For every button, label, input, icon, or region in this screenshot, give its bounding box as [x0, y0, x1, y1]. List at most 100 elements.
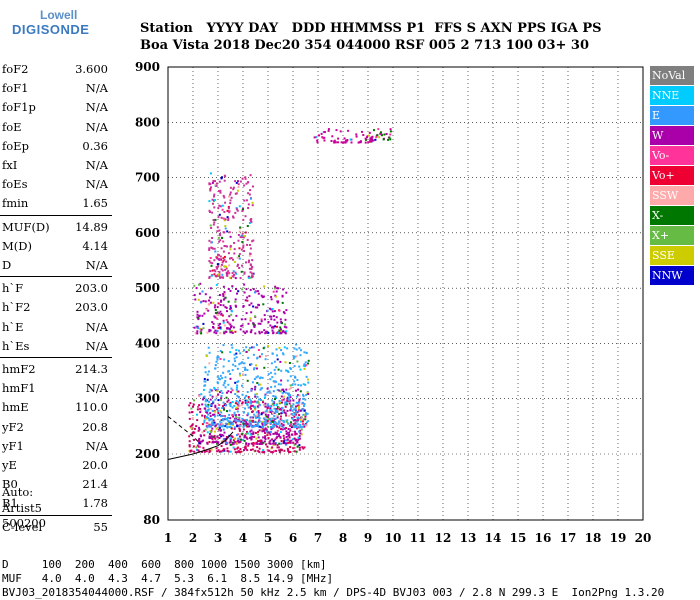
- legend-item: X+: [650, 226, 694, 246]
- echo-point: [229, 437, 232, 440]
- echo-point: [277, 383, 280, 386]
- echo-point: [240, 424, 243, 427]
- echo-point: [217, 423, 220, 426]
- echo-point: [223, 245, 226, 247]
- echo-point: [252, 400, 255, 403]
- echo-point: [290, 426, 293, 428]
- echo-point: [281, 392, 284, 395]
- echo-point: [220, 419, 223, 422]
- echo-point: [248, 295, 251, 298]
- legend-item: NNE: [650, 86, 694, 106]
- echo-point: [260, 429, 263, 431]
- echo-point: [237, 417, 239, 419]
- echo-point: [232, 188, 235, 191]
- echo-point: [256, 446, 259, 449]
- echo-point: [241, 232, 244, 235]
- echo-point: [207, 422, 210, 425]
- echo-point: [248, 425, 250, 428]
- echo-point: [207, 417, 210, 420]
- echo-point: [333, 140, 336, 143]
- echo-point: [278, 434, 281, 437]
- echo-point: [235, 207, 238, 210]
- echo-point: [220, 247, 223, 250]
- echo-point: [188, 444, 191, 447]
- echo-point: [230, 325, 233, 328]
- echo-point: [268, 431, 271, 434]
- param-value: 0.36: [82, 138, 108, 153]
- param-value: N/A: [85, 119, 108, 134]
- echo-point: [189, 425, 192, 428]
- echo-point: [214, 309, 217, 311]
- echo-point: [236, 447, 239, 450]
- echo-point: [208, 275, 211, 278]
- echo-point: [205, 425, 208, 428]
- echo-point: [226, 230, 229, 233]
- echo-point: [241, 401, 244, 404]
- echo-point: [248, 304, 251, 307]
- echo-point: [234, 451, 237, 454]
- echo-point: [207, 346, 210, 349]
- param-row: M(D) 4.14: [0, 237, 112, 256]
- echo-point: [234, 277, 237, 280]
- param-row: foEs N/A: [0, 175, 112, 194]
- echo-point: [227, 390, 230, 393]
- echo-point: [231, 272, 234, 275]
- echo-point: [215, 283, 218, 286]
- echo-point: [246, 404, 249, 407]
- echo-point: [232, 326, 235, 329]
- echo-point: [219, 429, 222, 432]
- x-tick-label: 6: [289, 531, 297, 545]
- echo-point: [281, 322, 283, 325]
- echo-point: [255, 364, 257, 367]
- echo-point: [229, 351, 232, 354]
- echo-point: [219, 322, 221, 325]
- echo-point: [286, 419, 289, 422]
- echo-point: [229, 377, 232, 380]
- echo-point: [226, 245, 228, 248]
- echo-point: [240, 420, 243, 423]
- echo-point: [199, 327, 201, 330]
- echo-point: [208, 400, 210, 403]
- echo-point: [236, 390, 239, 393]
- echo-point: [299, 390, 302, 393]
- echo-point: [254, 332, 257, 335]
- echo-point: [226, 209, 229, 212]
- echo-point: [249, 406, 251, 409]
- echo-point: [282, 353, 285, 356]
- echo-point: [247, 356, 250, 359]
- echo-point: [247, 322, 250, 325]
- echo-point: [231, 369, 234, 372]
- echo-point: [217, 265, 220, 268]
- echo-point: [258, 451, 261, 454]
- echo-point: [297, 407, 300, 410]
- echo-point: [221, 377, 224, 380]
- echo-point: [284, 442, 287, 445]
- echo-point: [193, 326, 196, 329]
- echo-point: [249, 401, 252, 404]
- echo-point: [207, 408, 210, 411]
- echo-point: [201, 290, 204, 293]
- echo-point: [307, 381, 310, 384]
- echo-point: [224, 404, 227, 407]
- echo-point: [269, 410, 272, 413]
- echo-point: [214, 275, 217, 277]
- echo-point: [257, 424, 260, 427]
- echo-point: [209, 433, 211, 435]
- echo-point: [226, 310, 228, 313]
- echo-point: [305, 375, 308, 378]
- echo-point: [196, 448, 198, 451]
- echo-point: [274, 395, 277, 398]
- echo-point: [269, 407, 272, 410]
- polarization-legend: NoVal NNE E W Vo- Vo+ SSW X- X+ SSE NNW: [650, 66, 694, 286]
- echo-point: [289, 409, 292, 412]
- echo-point: [251, 204, 254, 207]
- echo-point: [264, 318, 266, 321]
- echo-point: [295, 401, 298, 404]
- param-name: M(D): [2, 238, 32, 253]
- echo-point: [274, 398, 276, 401]
- echo-point: [250, 407, 252, 410]
- echo-point: [257, 401, 260, 404]
- echo-point: [203, 312, 206, 315]
- echo-point: [213, 306, 216, 309]
- echo-point: [243, 436, 246, 439]
